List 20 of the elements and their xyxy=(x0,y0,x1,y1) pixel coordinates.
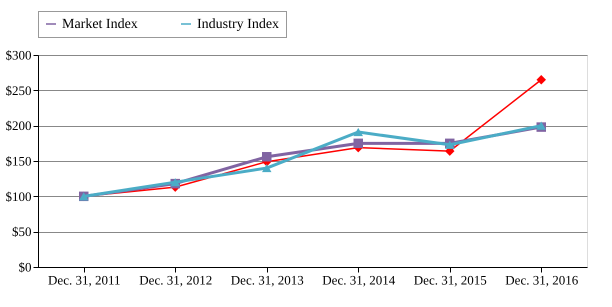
y-tick-label: $200 xyxy=(6,118,32,134)
y-tick-label: $0 xyxy=(18,260,32,274)
legend-label: Industry Index xyxy=(197,17,280,32)
x-tick-label: Dec. 31, 2014 xyxy=(322,272,396,288)
x-tick-label: Dec. 31, 2012 xyxy=(139,272,212,288)
point xyxy=(262,152,272,162)
point xyxy=(262,164,272,172)
x-tick-label: Dec. 31, 2011 xyxy=(48,272,120,288)
legend-label: Market Index xyxy=(62,17,138,32)
point xyxy=(536,74,546,84)
x-tick-label: Dec. 31, 2015 xyxy=(414,272,487,288)
y-tick-label: $250 xyxy=(6,82,32,98)
y-tick-label: $300 xyxy=(6,48,32,62)
y-tick-label: $150 xyxy=(6,154,32,168)
x-tick-label: Dec. 31, 2016 xyxy=(505,272,579,288)
point xyxy=(354,138,363,148)
point xyxy=(354,128,363,136)
x-tick-label: Dec. 31, 2013 xyxy=(230,272,304,288)
y-tick-label: $50 xyxy=(12,224,32,240)
y-tick-label: $100 xyxy=(6,188,32,204)
